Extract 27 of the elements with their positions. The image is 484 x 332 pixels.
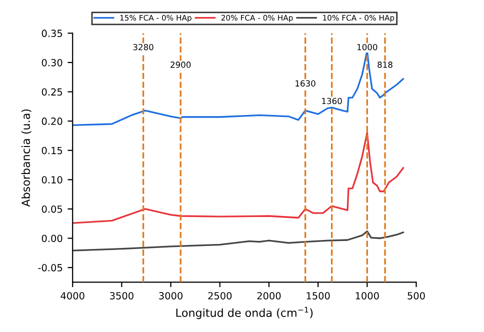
annotation: 1000 [357,44,378,50]
y-tick-label: 0.30 [42,58,62,66]
line-series [72,230,404,252]
y-tick-label: 0.25 [42,88,62,96]
y-tick-label: -0.05 [38,264,62,272]
x-tick-label: 2500 [208,292,232,300]
x-axis-title: Longitud de onda (cm$^{−1}$) [176,306,313,320]
x-tick-label: 3500 [110,292,134,300]
annotation: 1360 [322,98,342,104]
x-tick-label: 2000 [257,292,281,300]
x-tick-label: 1000 [356,292,379,300]
y-tick-label: 0.35 [42,30,62,38]
y-tick-label: 0.05 [42,205,62,213]
annotation: 3280 [133,44,154,50]
x-tick-label: 3000 [159,292,183,300]
x-tick-label: 4000 [60,292,84,300]
y-tick-label: 0.00 [42,234,62,242]
y-axis-title: Absorbancia (u.a) [21,110,32,207]
y-tick-label: 0.10 [42,176,62,184]
y-tick-label: 0.20 [42,118,62,125]
annotation: 818 [378,62,392,68]
x-tick-label: 1500 [306,292,330,300]
annotation: 2900 [170,62,191,68]
line-series [72,132,404,224]
x-tick-label: 500 [408,292,425,300]
annotation: 1630 [296,80,316,87]
y-tick-label: 0.15 [42,146,62,154]
